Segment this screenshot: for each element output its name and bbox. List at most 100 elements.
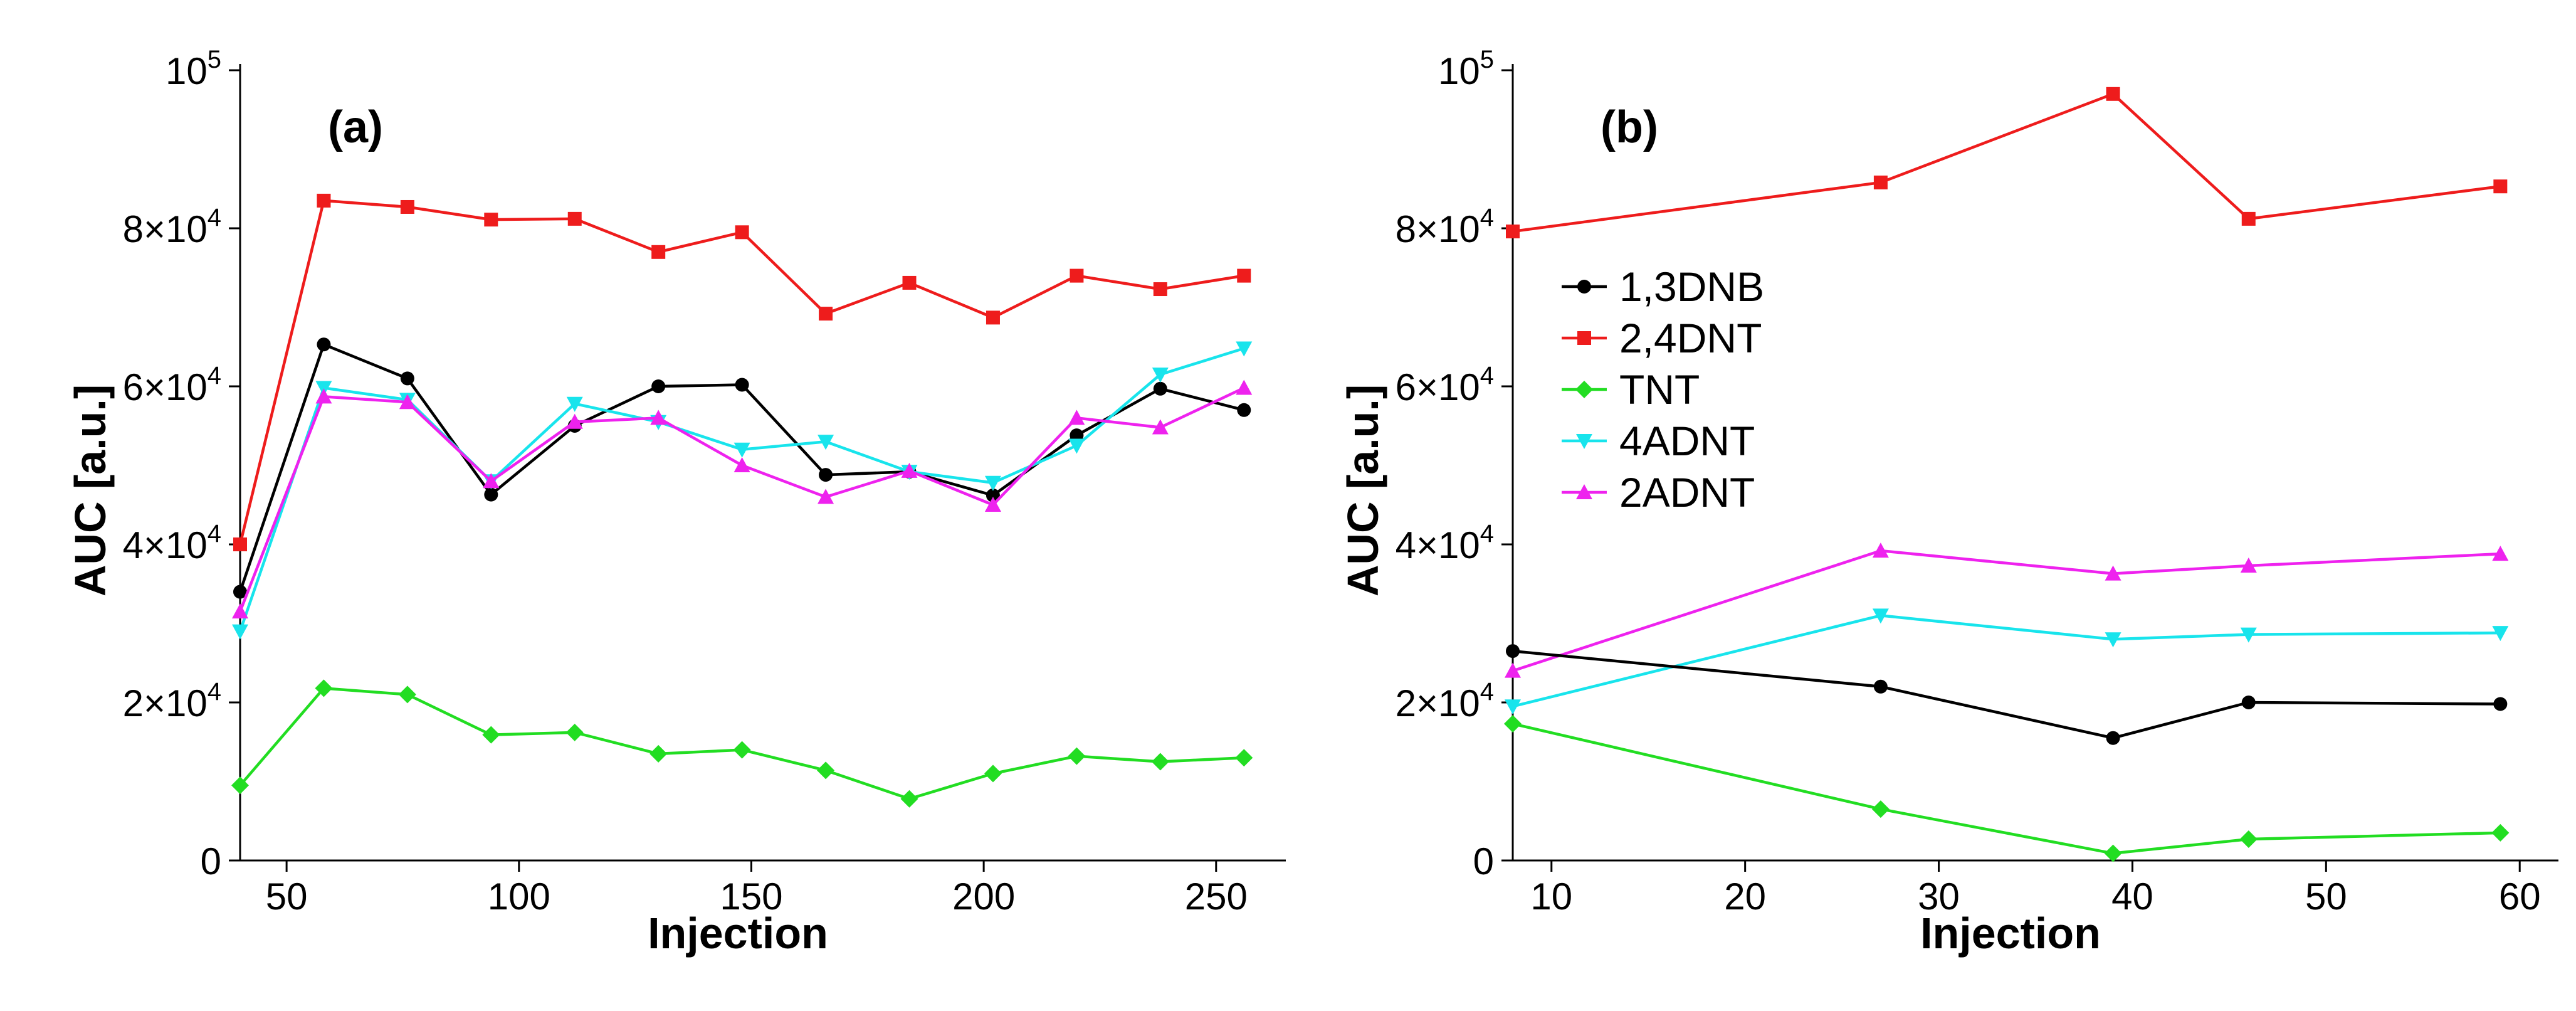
legend-entry-tnt: TNT (1562, 366, 1700, 413)
data-point (1505, 699, 1521, 715)
legend-marker (1576, 434, 1592, 449)
data-point (232, 624, 248, 640)
data-point (1152, 419, 1169, 435)
data-point (649, 744, 668, 763)
data-point (817, 489, 834, 504)
data-point (733, 442, 750, 458)
series-2adnt (1505, 543, 2509, 678)
legend: 1,3DNB 2,4DNT TNT 4ADNT 2ADNT (1562, 263, 1764, 516)
data-point (1506, 225, 1520, 239)
series-tnt (231, 679, 1253, 808)
y-tick-label: 0 (1473, 840, 1494, 882)
data-point (2492, 626, 2509, 642)
series-line (1512, 92, 2501, 233)
x-tick-label: 50 (266, 876, 308, 918)
legend-entry-2adnt: 2ADNT (1562, 469, 1755, 516)
data-point (482, 726, 500, 744)
data-point (733, 741, 751, 759)
data-point (733, 457, 750, 472)
x-axis-title: Injection (648, 909, 828, 958)
data-point (819, 468, 833, 482)
data-point (315, 388, 332, 404)
legend-label: 1,3DNB (1619, 263, 1764, 310)
data-point (315, 679, 333, 697)
data-point (819, 307, 833, 321)
data-point (900, 790, 918, 808)
data-point (1236, 341, 1253, 357)
data-point (901, 462, 918, 478)
data-point (1068, 747, 1086, 765)
y-axis-title: AUC [a.u.] (66, 384, 115, 596)
data-point (1873, 175, 1888, 189)
data-point (2493, 179, 2508, 194)
x-tick-label: 10 (1530, 876, 1572, 918)
data-point (986, 310, 1000, 325)
panel-label: (b) (1601, 102, 1658, 152)
data-point (400, 199, 414, 214)
data-point (399, 394, 416, 410)
panel-b: 0 2×104 4×104 6×104 8×104 105 10 20 30 40 50 60 Inje… (1338, 46, 2558, 958)
series-line (1512, 649, 2501, 739)
data-point (400, 371, 414, 386)
legend-label: TNT (1619, 366, 1700, 413)
y-tick-label: 8×104 (123, 204, 221, 250)
data-point (1504, 715, 1522, 733)
legend-entry-4adnt: 4ADNT (1562, 418, 1755, 464)
data-point (2106, 87, 2120, 101)
data-point (1237, 268, 1251, 283)
x-axis-title: Injection (1920, 909, 2101, 958)
y-tick-label: 0 (201, 840, 221, 882)
data-point (317, 337, 331, 352)
x-tick-label: 60 (2499, 876, 2541, 918)
data-point (902, 275, 917, 290)
data-point (1872, 543, 1889, 558)
data-point (233, 585, 247, 599)
y-tick-label: 4×104 (1396, 520, 1494, 566)
data-point (2240, 627, 2257, 643)
legend-entry-2-4dnt: 2,4DNT (1562, 315, 1762, 361)
data-point (2240, 558, 2257, 573)
series-1-3dnb (233, 337, 1251, 599)
series-line (1512, 614, 2501, 708)
series-line (1512, 549, 2501, 672)
x-tick-label: 40 (2111, 876, 2153, 918)
data-point (1153, 282, 1167, 297)
data-point (2493, 697, 2508, 711)
series-line (238, 386, 1245, 612)
data-point (984, 765, 1002, 783)
data-point (735, 378, 749, 392)
legend-marker (1577, 280, 1591, 294)
data-point (2104, 844, 2122, 862)
data-point (2491, 823, 2510, 842)
data-point (565, 723, 584, 741)
legend-label: 2ADNT (1619, 469, 1755, 516)
data-point (735, 225, 749, 240)
data-point (1153, 381, 1167, 396)
data-point (986, 488, 1000, 502)
x-tick-label: 30 (1918, 876, 1960, 918)
y-axis-title: AUC [a.u.] (1338, 384, 1387, 596)
data-point (1873, 679, 1888, 694)
data-point (1505, 662, 1521, 678)
y-tick-label: 8×104 (1396, 204, 1494, 250)
series-2adnt (232, 379, 1253, 619)
data-point (817, 761, 835, 780)
data-point (1237, 403, 1251, 417)
data-point (817, 435, 834, 450)
data-point (1871, 800, 1890, 818)
y-tick-label: 105 (166, 46, 221, 92)
data-point (484, 487, 498, 502)
y-tick-label: 2×104 (1396, 678, 1494, 724)
data-point (233, 537, 247, 551)
data-point (2241, 211, 2256, 226)
legend-marker (1576, 484, 1592, 499)
data-point (1152, 368, 1169, 383)
data-point (2106, 731, 2120, 745)
data-point (317, 193, 331, 208)
data-point (398, 685, 416, 704)
x-tick-label: 50 (2305, 876, 2347, 918)
data-point (2241, 696, 2256, 709)
data-point (984, 497, 1001, 512)
series-2-4dnt (1506, 87, 2508, 239)
